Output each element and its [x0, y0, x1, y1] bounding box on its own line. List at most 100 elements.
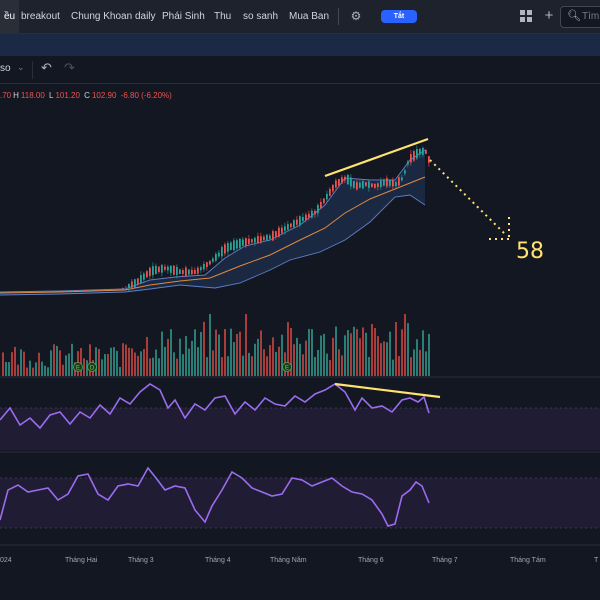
candle [188, 269, 190, 275]
candle [110, 289, 112, 290]
volume-bar [329, 360, 331, 376]
candle [155, 265, 157, 275]
volume-bar [338, 349, 340, 376]
volume-bar [371, 324, 373, 376]
tab-so-sanh[interactable]: so sanh [243, 11, 279, 22]
undo-icon[interactable]: ↶ [41, 60, 52, 75]
candle [116, 288, 118, 290]
chevron-down-icon[interactable]: ⌄ [17, 62, 25, 72]
candle [239, 238, 241, 248]
volume-group [2, 314, 430, 376]
candle [281, 227, 283, 234]
volume-bar [167, 338, 169, 376]
tab-chung-khoan-daily[interactable]: Chung Khoan daily [71, 11, 156, 22]
tab-phai-sinh[interactable]: Phái Sinh [162, 11, 205, 22]
volume-bar [326, 353, 328, 376]
toggle-label: Tắt [393, 13, 405, 20]
search-input[interactable]: 🔍︎ Tìm [560, 6, 600, 28]
gear-icon[interactable]: ⚙ [350, 9, 362, 23]
candle [92, 289, 94, 291]
top-tab-bar: ều breakout Chung Khoan daily Phái Sinh … [0, 0, 600, 34]
candle [38, 291, 40, 292]
candle [410, 154, 412, 163]
tab-active[interactable]: ều [0, 0, 20, 33]
volume-bar [398, 356, 400, 376]
candle [200, 267, 202, 271]
volume-bar [362, 327, 364, 376]
candle [26, 291, 28, 292]
volume-bar [380, 343, 382, 376]
candle [368, 181, 370, 188]
volume-bar [401, 329, 403, 376]
candle [170, 265, 172, 273]
volume-bar [377, 336, 379, 376]
volume-bar [20, 349, 22, 376]
legend-open: .70 [0, 91, 12, 100]
candle [275, 231, 277, 237]
oscillator-band-2 [0, 478, 600, 528]
volume-bar [137, 355, 139, 376]
candle [398, 177, 400, 186]
tab-breakout[interactable]: breakout [21, 11, 60, 22]
candle [353, 180, 355, 188]
volume-bar [23, 351, 25, 376]
volume-bar [122, 343, 124, 376]
candle [332, 185, 334, 192]
volume-bar [2, 352, 4, 376]
volume-bar [254, 343, 256, 376]
volume-bar [68, 353, 70, 376]
candle [269, 235, 271, 239]
candle [56, 290, 58, 292]
volume-bar [134, 352, 136, 376]
candle [335, 180, 337, 188]
volume-bar [308, 328, 310, 376]
candle [425, 150, 427, 154]
tab-mua-ban[interactable]: Mua Ban [289, 11, 330, 22]
candle [131, 281, 133, 288]
volume-bar [317, 349, 319, 376]
candle [326, 193, 328, 200]
candle [299, 216, 301, 225]
volume-bar [314, 357, 316, 376]
volume-bar [368, 357, 370, 376]
candle [59, 290, 61, 292]
volume-bar [131, 348, 133, 376]
candle [95, 289, 97, 291]
candle [23, 291, 25, 292]
candle [122, 287, 124, 289]
volume-bar [62, 364, 64, 376]
volume-bar [236, 333, 238, 376]
candle [212, 258, 214, 262]
tab-thu[interactable]: Thu [214, 11, 232, 22]
interval-selector[interactable]: so [0, 63, 11, 74]
volume-bar [353, 326, 355, 376]
volume-bar [344, 335, 346, 376]
volume-bar [161, 331, 163, 376]
candle [89, 289, 91, 291]
candle [428, 156, 430, 163]
volume-bar [227, 356, 229, 376]
candle [209, 260, 211, 265]
volume-bar [11, 352, 13, 376]
volume-bar [410, 357, 412, 376]
target-annotation: 58 [516, 239, 544, 264]
candle [134, 279, 136, 288]
redo-icon[interactable]: ↷ [64, 60, 75, 75]
volume-bar [305, 340, 307, 376]
volume-bar [218, 334, 220, 376]
time-label: Tháng Năm [270, 557, 307, 564]
ohlc-legend: .70 H 118.00 L 101.20 C 102.90 -6.80 (-6.20%… [0, 91, 174, 100]
volume-bar [239, 331, 241, 376]
volume-bar [347, 330, 349, 376]
candle [419, 148, 421, 155]
plus-icon[interactable]: + [544, 7, 554, 24]
bollinger-fill [0, 150, 425, 295]
layout-icon[interactable] [518, 8, 534, 24]
candle [146, 271, 148, 278]
volume-bar [383, 341, 385, 376]
toggle-button[interactable]: Tắt [381, 10, 417, 23]
header-strip [0, 34, 600, 56]
candle [329, 189, 331, 196]
volume-bar [32, 367, 34, 376]
